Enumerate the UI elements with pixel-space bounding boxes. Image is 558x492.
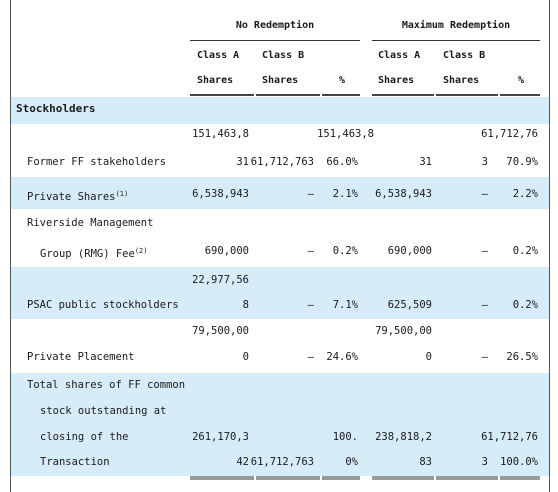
max-redemption-rule [372, 40, 540, 41]
table-left-border [10, 0, 11, 492]
no-redemption-rule [190, 40, 360, 41]
private-shares-label: Private Shares(1) [27, 187, 128, 204]
total-label-line3: closing of the [40, 431, 129, 443]
placement-mr-b: — [481, 351, 488, 363]
rmg-mr-a: 690,000 [387, 245, 432, 257]
rmg-nr-pct: 0.2% [332, 245, 358, 257]
col-rule-mr-a [372, 94, 434, 96]
rmg-footnote: (2) [134, 247, 148, 255]
nr-class-b-header-line1: Class B [262, 50, 305, 61]
former-mr-a-line2: 31 [419, 156, 432, 168]
mr-class-a-header-line2: Shares [378, 75, 415, 86]
bottom-rule-mr-pct [500, 476, 540, 480]
former-mr-a-line1: 151,463,8 [317, 128, 374, 140]
mr-class-b-header-line1: Class B [443, 50, 486, 61]
section-band [11, 97, 549, 124]
former-nr-b: 61,712,763 [250, 156, 314, 168]
placement-nr-a-line1: 79,500,00 [192, 325, 249, 337]
total-label-line4: Transaction [40, 456, 110, 468]
total-nr-b: 61,712,763 [250, 456, 314, 468]
placement-nr-a-line2: 0 [242, 351, 249, 363]
former-nr-pct: 66.0% [326, 156, 358, 168]
private-shares-nr-a: 6,538,943 [192, 188, 249, 200]
total-mr-a-line1: 238,818,2 [375, 431, 432, 443]
section-title: Stockholders [16, 102, 96, 115]
mr-class-a-header-line1: Class A [378, 50, 421, 61]
psac-nr-b: — [307, 299, 314, 311]
total-nr-a-line2: 42 [236, 456, 249, 468]
rmg-mr-pct: 0.2% [512, 245, 538, 257]
former-mr-b-line2: 3 [481, 156, 488, 168]
total-label-line1: Total shares of FF common [27, 379, 186, 391]
total-band [11, 373, 549, 476]
psac-label: PSAC public stockholders [27, 299, 179, 311]
table-right-border [549, 0, 550, 492]
rmg-nr-a: 690,000 [204, 245, 249, 257]
private-shares-mr-a: 6,538,943 [375, 188, 432, 200]
rmg-nr-b: — [307, 245, 314, 257]
col-rule-mr-pct [500, 94, 540, 96]
total-mr-a-line2: 83 [419, 456, 432, 468]
bottom-rule-mr-b [436, 476, 498, 480]
total-mr-pct: 100.0% [500, 456, 538, 468]
mr-pct-header: % [518, 75, 525, 86]
former-mr-pct: 70.9% [506, 156, 538, 168]
rmg-label-line2: Group (RMG) Fee(2) [40, 244, 147, 261]
private-shares-band [11, 177, 549, 209]
bottom-rule-mr-a [372, 476, 434, 480]
nr-class-b-header-line2: Shares [262, 75, 299, 86]
private-shares-footnote: (1) [115, 190, 129, 198]
total-label-line2: stock outstanding at [40, 405, 167, 417]
total-nr-pct-line1: 100. [332, 431, 358, 443]
col-rule-mr-b [436, 94, 498, 96]
bottom-rule-nr-b [256, 476, 320, 480]
col-rule-nr-b [256, 94, 320, 96]
psac-mr-b: — [481, 299, 488, 311]
no-redemption-header: No Redemption [235, 20, 315, 31]
col-rule-nr-a [190, 94, 254, 96]
placement-nr-b: — [307, 351, 314, 363]
placement-label: Private Placement [27, 351, 135, 363]
placement-mr-a-line2: 0 [425, 351, 432, 363]
mr-class-b-header-line2: Shares [443, 75, 480, 86]
psac-nr-pct: 7.1% [332, 299, 358, 311]
rmg-label-text: Group (RMG) Fee [40, 248, 135, 260]
private-shares-mr-pct: 2.2% [512, 188, 538, 200]
psac-mr-pct: 0.2% [512, 299, 538, 311]
nr-class-a-header-line2: Shares [197, 75, 234, 86]
placement-mr-a-line1: 79,500,00 [375, 325, 432, 337]
psac-band [11, 267, 549, 319]
former-nr-a-line1: 151,463,8 [192, 128, 249, 140]
psac-mr-a: 625,509 [387, 299, 432, 311]
private-shares-label-text: Private Shares [27, 191, 116, 203]
bottom-rule-nr-a [190, 476, 254, 480]
former-mr-b-line1: 61,712,76 [481, 128, 538, 140]
psac-nr-a-line2: 8 [242, 299, 249, 311]
private-shares-nr-b: — [307, 188, 314, 200]
bottom-rule-nr-pct [322, 476, 360, 480]
placement-mr-pct: 26.5% [506, 351, 538, 363]
former-nr-a-line2: 31 [236, 156, 249, 168]
max-redemption-header: Maximum Redemption [401, 20, 511, 31]
total-nr-a-line1: 261,170,3 [192, 431, 249, 443]
total-nr-pct-line2: 0% [345, 456, 358, 468]
col-rule-nr-pct [322, 94, 360, 96]
total-mr-b-line2: 3 [481, 456, 488, 468]
private-shares-nr-pct: 2.1% [332, 188, 358, 200]
former-label: Former FF stakeholders [27, 156, 167, 168]
placement-nr-pct: 24.6% [326, 351, 358, 363]
total-mr-b-line1: 61,712,76 [481, 431, 538, 443]
rmg-mr-b: — [481, 245, 488, 257]
private-shares-mr-b: — [481, 188, 488, 200]
nr-pct-header: % [339, 75, 346, 86]
rmg-label-line1: Riverside Management [27, 217, 154, 229]
nr-class-a-header-line1: Class A [197, 50, 240, 61]
psac-nr-a-line1: 22,977,56 [192, 274, 249, 286]
